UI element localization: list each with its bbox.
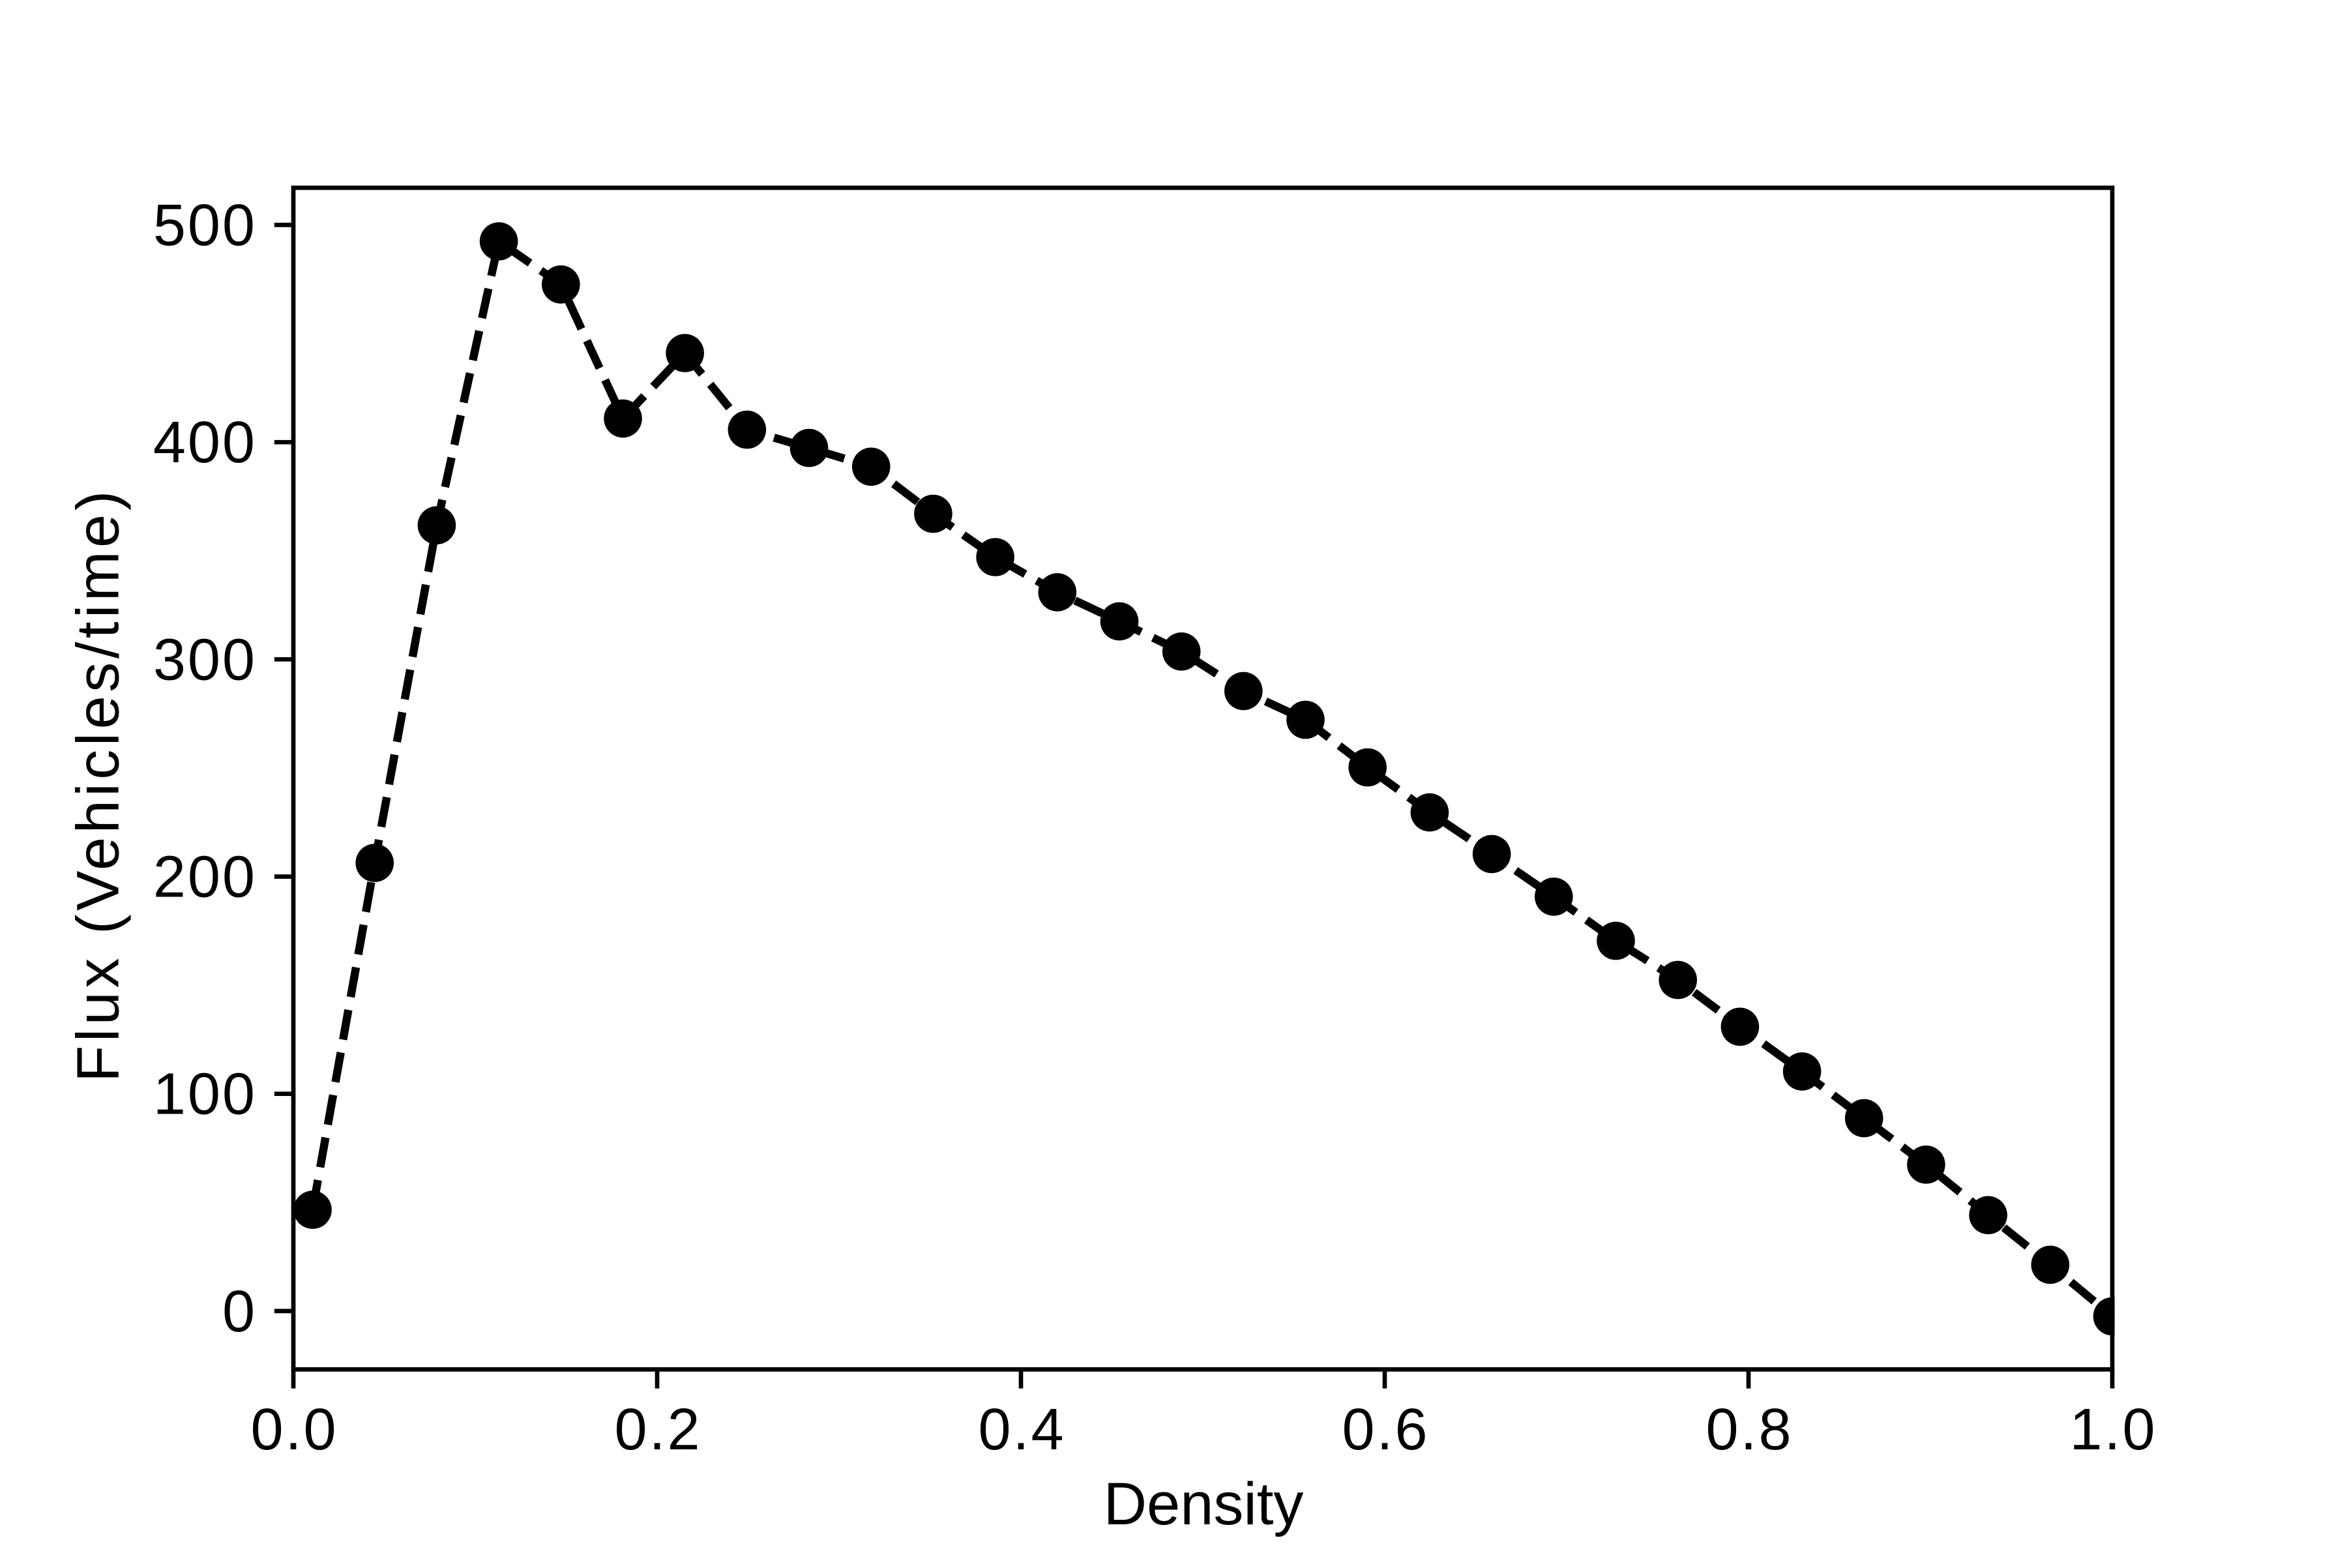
svg-text:0.4: 0.4 [978,1397,1065,1462]
svg-text:500: 500 [153,193,257,258]
svg-text:0.6: 0.6 [1342,1397,1429,1462]
svg-text:0.0: 0.0 [250,1397,338,1462]
svg-text:Density: Density [1104,1471,1304,1537]
svg-text:200: 200 [153,845,257,910]
svg-text:0: 0 [222,1279,257,1344]
svg-text:300: 300 [153,627,257,692]
svg-text:400: 400 [153,410,257,475]
svg-text:Flux (Vehicles/time): Flux (Vehicles/time) [65,487,132,1082]
svg-text:0.2: 0.2 [614,1397,701,1462]
svg-text:100: 100 [153,1062,257,1127]
svg-text:0.8: 0.8 [1705,1397,1793,1462]
svg-text:1.0: 1.0 [2069,1397,2157,1462]
